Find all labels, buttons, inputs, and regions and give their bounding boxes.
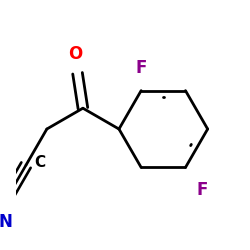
Text: C: C [34, 155, 45, 170]
Text: F: F [136, 59, 147, 77]
Text: F: F [196, 181, 207, 199]
Text: O: O [68, 44, 82, 62]
Text: N: N [0, 213, 12, 231]
